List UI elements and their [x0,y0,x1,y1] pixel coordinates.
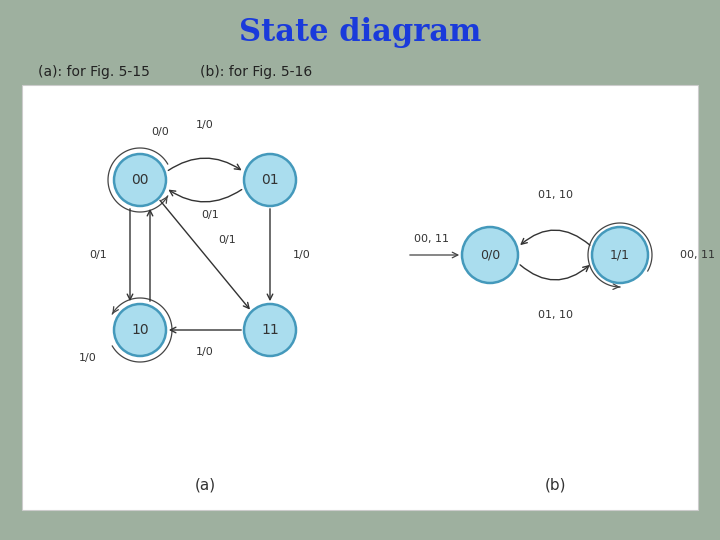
Circle shape [114,304,166,356]
Text: 01: 01 [261,173,279,187]
FancyBboxPatch shape [22,85,698,510]
Circle shape [114,154,166,206]
Circle shape [244,304,296,356]
Text: 0/1: 0/1 [89,250,107,260]
Text: 0/1: 0/1 [201,210,219,220]
Text: 1/0: 1/0 [196,120,214,130]
Text: 1/0: 1/0 [196,347,214,357]
Text: 0/1: 0/1 [218,235,236,245]
Text: 01, 10: 01, 10 [538,190,572,200]
Circle shape [462,227,518,283]
Text: (b): (b) [544,477,566,492]
Text: (a): (a) [194,477,215,492]
Text: 1/0: 1/0 [79,353,97,363]
Text: 0/0: 0/0 [151,127,169,137]
Text: 10: 10 [131,323,149,337]
Text: 01, 10: 01, 10 [538,310,572,320]
Text: 0/0: 0/0 [480,248,500,261]
Text: 11: 11 [261,323,279,337]
Circle shape [592,227,648,283]
Text: 00, 11: 00, 11 [680,250,715,260]
Text: State diagram: State diagram [239,17,481,48]
Text: 00, 11: 00, 11 [415,234,449,244]
Text: (b): for Fig. 5-16: (b): for Fig. 5-16 [200,65,312,79]
Text: 1/1: 1/1 [610,248,630,261]
Text: 1/0: 1/0 [293,250,311,260]
Text: (a): for Fig. 5-15: (a): for Fig. 5-15 [38,65,150,79]
Circle shape [244,154,296,206]
Text: 00: 00 [131,173,149,187]
